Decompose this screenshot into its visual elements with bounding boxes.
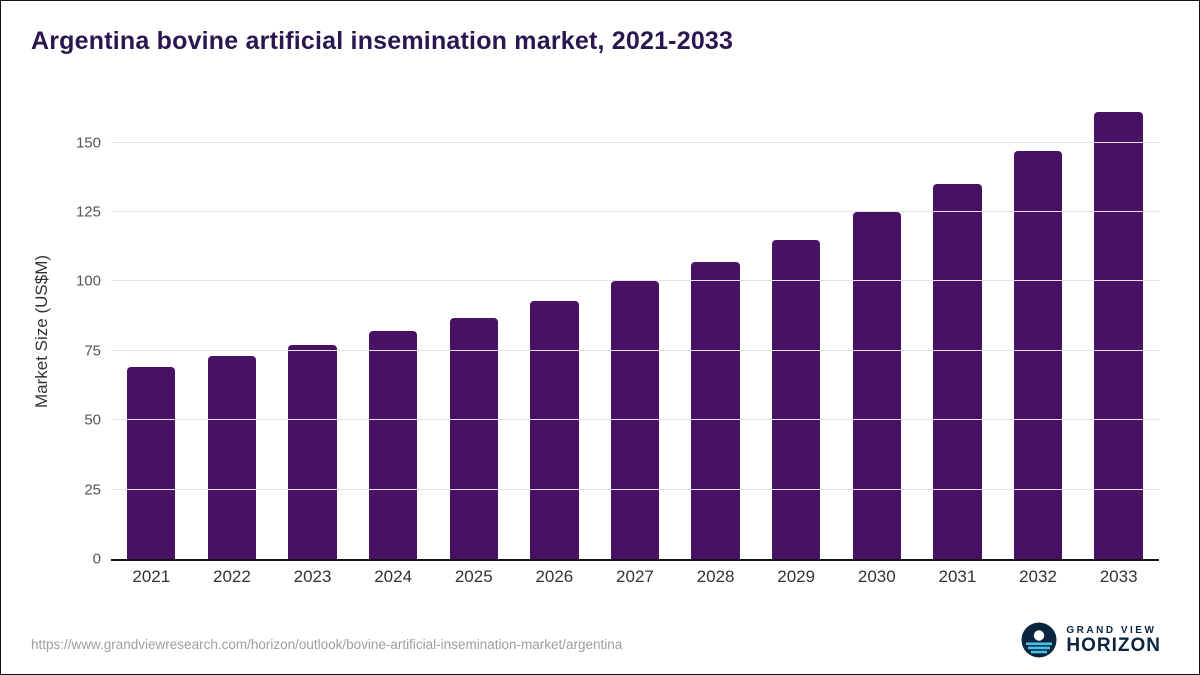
bar-slot-2033 — [1078, 101, 1159, 559]
x-label-2031: 2031 — [938, 567, 977, 586]
y-tick-75: 75 — [84, 342, 101, 360]
bar-2023 — [288, 345, 337, 559]
x-label-2032: 2032 — [1019, 567, 1057, 586]
bar-slot-2028 — [675, 101, 756, 559]
bar-slot-2023 — [272, 101, 353, 559]
bar-slot-2021 — [111, 101, 192, 559]
y-tick-100: 100 — [75, 272, 101, 290]
y-tick-25: 25 — [84, 481, 101, 499]
logo-text-grand-view: GRAND VIEW — [1066, 624, 1157, 636]
bar-slot-2025 — [433, 101, 514, 559]
gridline-100 — [111, 280, 1159, 282]
x-label-2027: 2027 — [616, 567, 654, 586]
bar-2033 — [1094, 112, 1143, 559]
bar-2021 — [127, 367, 176, 559]
bar-slot-2027 — [595, 101, 676, 559]
x-label-2021: 2021 — [132, 567, 171, 586]
chart-title: Argentina bovine artificial insemination… — [31, 27, 734, 55]
y-tick-0: 0 — [92, 550, 101, 568]
bar-slot-2030 — [836, 101, 917, 559]
x-label-2030: 2030 — [857, 567, 896, 586]
gridline-150 — [111, 141, 1159, 143]
gridline-125 — [111, 211, 1159, 213]
y-tick-125: 125 — [75, 203, 101, 221]
horizon-sun-icon — [1021, 622, 1057, 658]
bar-2022 — [207, 356, 257, 559]
x-label-2028: 2028 — [696, 567, 735, 586]
gridline-75 — [111, 349, 1159, 351]
bar-slot-2022 — [192, 101, 273, 559]
bars-row — [111, 101, 1159, 559]
bar-2026 — [530, 300, 579, 559]
x-axis-labels: 2021 2022 2023 2024 2025 2026 2027 2028 2029 2030… — [111, 567, 1159, 595]
logo-wordmark: GRAND VIEW HORIZON — [1066, 625, 1161, 656]
bar-slot-2031 — [917, 101, 998, 559]
x-label-2026: 2026 — [535, 567, 574, 586]
bar-2031 — [933, 184, 982, 559]
bar-slot-2029 — [756, 101, 837, 559]
x-label-2029: 2029 — [777, 567, 816, 586]
plot-area: 0 25 50 75 100 125 150 — [76, 101, 1159, 568]
y-tick-50: 50 — [84, 411, 101, 429]
grand-view-horizon-logo: GRAND VIEW HORIZON — [1021, 622, 1161, 658]
bar-slot-2024 — [353, 101, 434, 559]
bar-2032 — [1013, 150, 1063, 559]
logo-text-horizon: HORIZON — [1066, 634, 1161, 656]
bar-slot-2032 — [998, 101, 1079, 559]
bar-2024 — [368, 331, 418, 559]
bar-2028 — [691, 262, 740, 559]
x-label-2025: 2025 — [454, 567, 493, 586]
y-tick-150: 150 — [75, 134, 101, 152]
x-label-2023: 2023 — [293, 567, 332, 586]
x-label-2024: 2024 — [374, 567, 413, 586]
x-label-2022: 2022 — [213, 567, 251, 586]
bar-2029 — [772, 239, 821, 559]
y-axis-label: Market Size (US$M) — [32, 254, 51, 408]
gridline-50 — [111, 419, 1159, 421]
x-label-2033: 2033 — [1099, 567, 1138, 586]
bar-2030 — [852, 212, 901, 559]
bar-2027 — [610, 281, 660, 559]
bar-slot-2026 — [514, 101, 595, 559]
source-url: https://www.grandviewresearch.com/horizo… — [31, 637, 623, 652]
gridline-25 — [111, 488, 1159, 490]
bar-2025 — [449, 317, 498, 559]
